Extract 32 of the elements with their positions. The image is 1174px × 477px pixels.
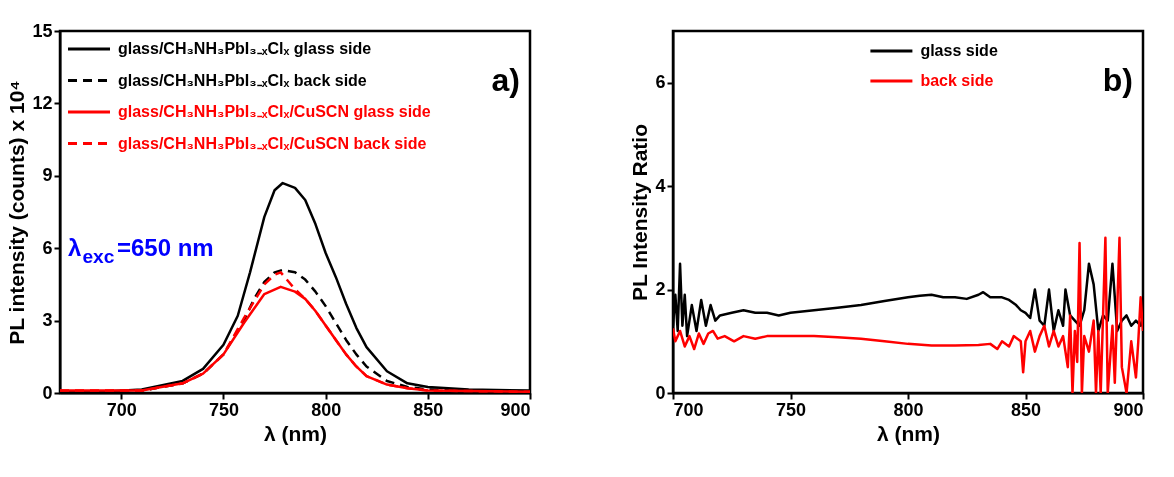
y-tick-label: 3	[42, 310, 53, 331]
x-tick-label: 750	[208, 399, 239, 420]
y-tick-label: 0	[42, 382, 53, 403]
annotation: b)	[1102, 62, 1133, 98]
y-tick-label: 6	[42, 237, 53, 258]
legend-label: glass/CH₃NH₃PbI₃₋ₓClₓ/CuSCN glass side	[118, 103, 431, 120]
x-axis-title: λ (nm)	[877, 421, 940, 445]
y-tick-label: 15	[32, 20, 53, 41]
x-tick-label: 900	[1113, 399, 1144, 420]
x-tick-label: 700	[106, 399, 137, 420]
y-axis-title: PL Intensity Ratio	[628, 124, 652, 301]
annotation: a)	[491, 62, 520, 98]
y-tick-label: 12	[32, 92, 53, 113]
x-tick-label: 850	[1010, 399, 1042, 420]
x-tick-label: 900	[500, 399, 531, 420]
x-tick-label: 750	[775, 399, 807, 420]
x-tick-label: 800	[311, 399, 342, 420]
y-tick-label: 2	[655, 279, 666, 300]
y-tick-label: 0	[655, 382, 666, 403]
x-tick-label: 800	[893, 399, 924, 420]
legend-label: glass/CH₃NH₃PbI₃₋ₓClₓ glass side	[118, 40, 372, 57]
y-tick-label: 4	[655, 175, 666, 196]
y-tick-label: 6	[655, 72, 666, 93]
y-tick-label: 9	[42, 165, 53, 186]
x-axis-title: λ (nm)	[264, 421, 327, 445]
y-axis-title: PL intensity (counts) x 10⁴	[5, 80, 29, 345]
x-tick-label: 850	[413, 399, 444, 420]
x-tick-label: 700	[673, 399, 704, 420]
legend-label: glass/CH₃NH₃PbI₃₋ₓClₓ back side	[118, 71, 367, 89]
legend-label: back side	[920, 72, 994, 89]
legend-label: glass/CH₃NH₃PbI₃₋ₓClₓ/CuSCN back side	[118, 134, 427, 152]
legend-label: glass side	[920, 42, 998, 59]
